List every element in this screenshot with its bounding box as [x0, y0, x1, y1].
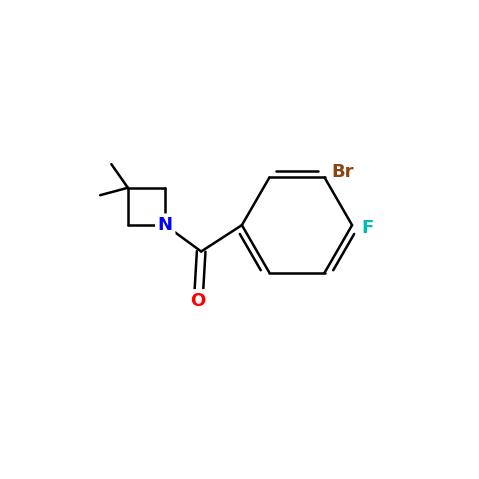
Text: N: N	[158, 216, 173, 234]
Text: O: O	[190, 292, 205, 310]
Text: Br: Br	[331, 163, 354, 181]
Text: F: F	[361, 218, 374, 237]
